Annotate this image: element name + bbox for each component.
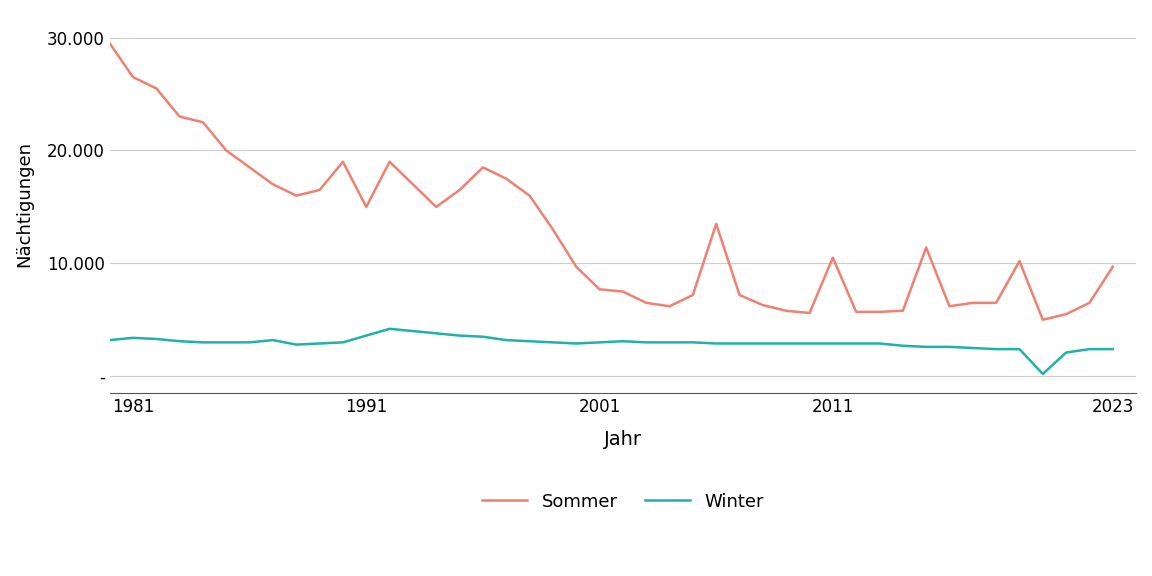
Sommer xyxy=(1083,300,1097,306)
Sommer xyxy=(103,40,116,47)
Sommer xyxy=(662,303,676,310)
Sommer xyxy=(312,187,326,194)
Winter xyxy=(546,339,560,346)
Sommer xyxy=(336,158,350,165)
Sommer xyxy=(919,244,933,251)
Winter xyxy=(569,340,583,347)
Winter xyxy=(965,344,979,351)
Winter xyxy=(196,339,210,346)
Sommer xyxy=(1106,263,1120,270)
Sommer xyxy=(685,291,699,298)
Winter xyxy=(406,328,419,335)
Sommer xyxy=(150,85,164,92)
Winter xyxy=(803,340,817,347)
Winter xyxy=(173,338,187,344)
Winter xyxy=(919,343,933,350)
Sommer xyxy=(453,187,467,194)
Winter xyxy=(942,343,956,350)
Winter xyxy=(430,330,444,337)
Winter xyxy=(1106,346,1120,353)
Y-axis label: Nächtigungen: Nächtigungen xyxy=(15,141,33,267)
Sommer xyxy=(359,203,373,210)
Sommer xyxy=(849,308,863,315)
Winter xyxy=(1059,349,1073,356)
Winter xyxy=(756,340,770,347)
Legend: Sommer, Winter: Sommer, Winter xyxy=(475,486,771,518)
Sommer xyxy=(896,307,910,314)
Winter xyxy=(476,334,490,340)
Winter xyxy=(243,339,257,346)
Line: Winter: Winter xyxy=(109,329,1113,374)
Winter xyxy=(523,338,537,344)
Sommer xyxy=(569,263,583,270)
Winter xyxy=(592,339,606,346)
Sommer xyxy=(1059,310,1073,317)
Sommer xyxy=(266,181,280,188)
Winter xyxy=(896,342,910,349)
Sommer xyxy=(872,308,886,315)
Line: Sommer: Sommer xyxy=(109,43,1113,320)
Sommer xyxy=(990,300,1003,306)
Sommer xyxy=(546,226,560,233)
Winter xyxy=(1036,370,1049,377)
Sommer xyxy=(173,113,187,120)
Winter xyxy=(662,339,676,346)
Sommer xyxy=(1013,257,1026,264)
Sommer xyxy=(710,221,723,228)
Winter xyxy=(453,332,467,339)
Winter xyxy=(826,340,840,347)
Winter xyxy=(266,336,280,343)
Winter xyxy=(616,338,630,344)
Sommer xyxy=(196,119,210,126)
Sommer xyxy=(592,286,606,293)
Sommer xyxy=(1036,316,1049,323)
Winter xyxy=(733,340,746,347)
Winter xyxy=(499,336,513,343)
Winter xyxy=(219,339,233,346)
Sommer xyxy=(406,181,419,188)
Winter xyxy=(990,346,1003,353)
Winter xyxy=(103,336,116,343)
Winter xyxy=(359,332,373,339)
Winter xyxy=(1083,346,1097,353)
Sommer xyxy=(756,302,770,309)
Sommer xyxy=(289,192,303,199)
Winter xyxy=(312,340,326,347)
Winter xyxy=(289,341,303,348)
Winter xyxy=(336,339,350,346)
Sommer xyxy=(382,158,396,165)
Sommer xyxy=(523,192,537,199)
Sommer xyxy=(476,164,490,171)
Sommer xyxy=(243,164,257,171)
Sommer xyxy=(826,254,840,261)
Sommer xyxy=(430,203,444,210)
Winter xyxy=(849,340,863,347)
Winter xyxy=(1013,346,1026,353)
Winter xyxy=(150,335,164,342)
Sommer xyxy=(779,307,793,314)
Winter xyxy=(126,335,139,342)
Winter xyxy=(710,340,723,347)
Sommer xyxy=(803,309,817,316)
Sommer xyxy=(942,303,956,310)
Sommer xyxy=(616,288,630,295)
Winter xyxy=(872,340,886,347)
Winter xyxy=(639,339,653,346)
Winter xyxy=(382,325,396,332)
X-axis label: Jahr: Jahr xyxy=(604,430,642,449)
Winter xyxy=(779,340,793,347)
Sommer xyxy=(126,74,139,81)
Sommer xyxy=(965,300,979,306)
Sommer xyxy=(639,300,653,306)
Sommer xyxy=(733,291,746,298)
Winter xyxy=(685,339,699,346)
Sommer xyxy=(499,175,513,182)
Sommer xyxy=(219,147,233,154)
